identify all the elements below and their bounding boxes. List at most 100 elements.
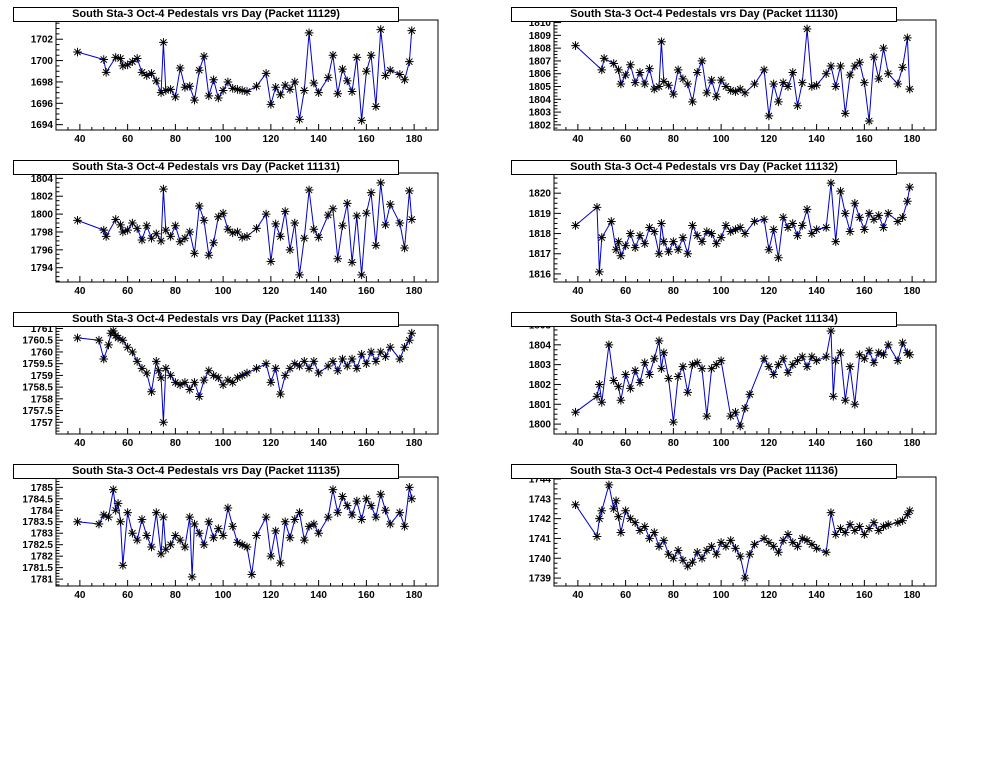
x-tick-label: 60 bbox=[620, 286, 632, 297]
data-point bbox=[640, 522, 650, 531]
data-point bbox=[323, 512, 333, 522]
data-point bbox=[159, 417, 168, 427]
y-tick-label: 1818 bbox=[529, 229, 552, 240]
y-tick-label: 1782 bbox=[31, 552, 54, 563]
data-point bbox=[123, 508, 132, 517]
data-point bbox=[295, 115, 304, 124]
data-point bbox=[73, 333, 82, 343]
data-point bbox=[400, 243, 409, 253]
data-point bbox=[626, 514, 635, 523]
data-point bbox=[635, 526, 645, 535]
x-tick-label: 180 bbox=[406, 438, 423, 449]
data-point bbox=[204, 366, 214, 376]
data-point bbox=[712, 549, 721, 559]
data-point bbox=[905, 84, 915, 94]
data-point bbox=[242, 368, 252, 378]
data-point bbox=[860, 78, 869, 87]
data-point bbox=[228, 522, 237, 531]
chart-panel-6: 40 60 80 100 120 140 160 180 1800 1801 1802 1803 180… bbox=[529, 321, 937, 449]
x-tick-label: 120 bbox=[263, 590, 280, 601]
x-tick-label: 140 bbox=[310, 286, 327, 297]
data-point bbox=[611, 496, 621, 506]
chart-panel-3: 40 60 80 100 120 140 160 180 1794 1796 1798 1800 180… bbox=[31, 172, 439, 297]
data-point bbox=[898, 338, 907, 348]
y-tick-label: 1759.5 bbox=[22, 359, 53, 370]
data-point bbox=[750, 540, 759, 549]
y-tick-label: 1809 bbox=[529, 31, 552, 42]
data-point bbox=[199, 216, 209, 225]
data-point bbox=[716, 233, 726, 242]
data-point bbox=[166, 85, 175, 94]
data-point bbox=[304, 185, 314, 195]
data-point bbox=[113, 333, 123, 343]
data-point bbox=[898, 63, 907, 72]
data-point bbox=[347, 87, 357, 96]
data-point bbox=[166, 540, 175, 549]
data-point bbox=[829, 392, 838, 401]
data-point bbox=[821, 352, 831, 362]
data-point bbox=[669, 89, 678, 99]
y-tick-label: 1760.5 bbox=[22, 336, 53, 347]
data-point bbox=[357, 515, 366, 524]
data-point bbox=[252, 81, 261, 91]
y-tick-label: 1805 bbox=[529, 82, 552, 93]
data-point bbox=[864, 524, 874, 533]
data-point bbox=[342, 199, 352, 208]
data-point bbox=[640, 358, 650, 367]
data-point bbox=[73, 517, 82, 527]
data-point bbox=[223, 503, 233, 513]
data-point bbox=[142, 531, 152, 540]
data-point bbox=[883, 520, 893, 529]
data-point bbox=[252, 531, 261, 540]
data-point bbox=[750, 79, 759, 89]
data-point bbox=[295, 270, 304, 280]
data-point bbox=[821, 548, 831, 557]
data-point bbox=[616, 79, 626, 89]
data-point bbox=[342, 501, 352, 510]
x-tick-label: 120 bbox=[263, 438, 280, 449]
data-point bbox=[147, 233, 156, 243]
data-point bbox=[883, 69, 893, 79]
y-tick-label: 1798 bbox=[31, 227, 54, 238]
data-point bbox=[290, 218, 300, 228]
x-tick-label: 40 bbox=[572, 134, 584, 145]
chart-panel-7: 40 60 80 100 120 140 160 180 17811781.517821782.… bbox=[22, 476, 439, 601]
data-point bbox=[793, 542, 802, 551]
data-point bbox=[607, 217, 616, 226]
data-point bbox=[166, 232, 175, 241]
data-point bbox=[171, 531, 180, 540]
data-point bbox=[94, 335, 104, 345]
data-point bbox=[323, 210, 333, 220]
data-point bbox=[309, 224, 319, 234]
data-point bbox=[630, 78, 640, 87]
data-point bbox=[635, 231, 645, 240]
data-point bbox=[826, 508, 836, 517]
data-point bbox=[338, 221, 347, 231]
data-point bbox=[166, 371, 175, 380]
data-point bbox=[171, 92, 180, 102]
data-point bbox=[764, 538, 774, 547]
x-tick-label: 60 bbox=[620, 438, 632, 449]
data-point bbox=[190, 378, 199, 387]
data-point bbox=[788, 68, 798, 77]
data-point bbox=[864, 209, 874, 218]
data-point bbox=[159, 184, 168, 194]
data-point bbox=[323, 73, 333, 82]
data-point bbox=[159, 38, 168, 47]
data-point bbox=[218, 380, 228, 390]
y-tick-label: 1761 bbox=[31, 324, 54, 335]
data-point bbox=[405, 186, 414, 196]
x-tick-label: 60 bbox=[122, 286, 134, 297]
data-point bbox=[645, 370, 654, 379]
data-point bbox=[137, 68, 147, 77]
x-tick-label: 40 bbox=[74, 134, 86, 145]
y-tick-label: 1804 bbox=[529, 340, 552, 351]
data-point bbox=[626, 60, 635, 70]
data-point bbox=[385, 342, 395, 352]
data-point bbox=[218, 86, 228, 95]
data-point bbox=[228, 378, 237, 387]
data-point bbox=[280, 80, 290, 90]
x-tick-label: 180 bbox=[406, 286, 423, 297]
data-point bbox=[280, 517, 290, 527]
data-point bbox=[836, 61, 845, 71]
